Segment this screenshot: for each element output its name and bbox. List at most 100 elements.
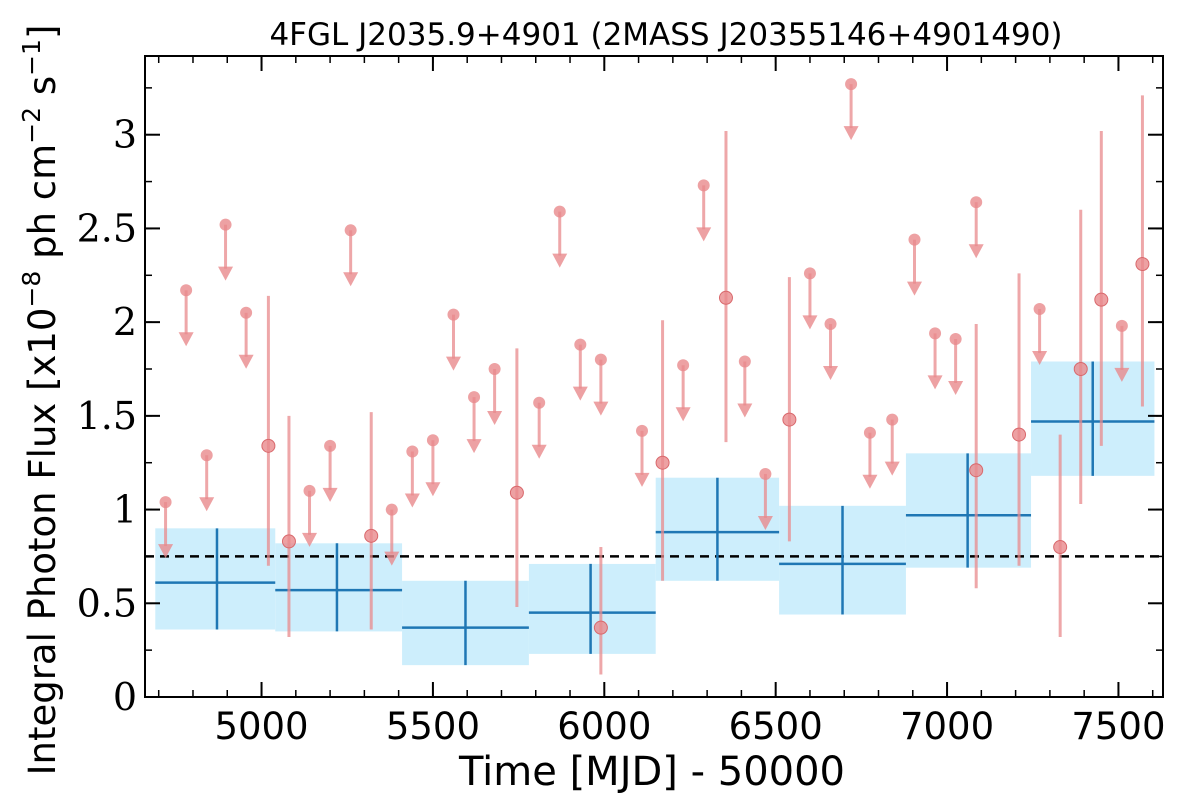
upper-limit-arrow [178, 332, 194, 347]
y-axis-label-unit2: s [21, 76, 64, 107]
detection-point [1073, 209, 1088, 504]
long-bin-point [779, 505, 906, 615]
upper-limit-marker [594, 353, 607, 366]
upper-limit-marker [200, 449, 213, 462]
upper-limit-arrow [572, 386, 588, 401]
upper-limit-arrow [199, 497, 215, 512]
y-axis-label: Integral Photon Flux [x10−8 ph cm−2 s−1] [17, 25, 64, 776]
upper-limit-point [968, 196, 984, 259]
upper-limit-marker [324, 439, 337, 452]
upper-limit-point [404, 445, 420, 508]
upper-limit-arrow [906, 281, 922, 296]
upper-limit-point [445, 308, 461, 371]
upper-limit-arrow [1032, 351, 1048, 366]
upper-limit-marker [344, 224, 357, 237]
upper-limit-point [675, 359, 691, 422]
x-tick-label: 6500 [729, 705, 823, 748]
upper-limit-point [178, 284, 194, 347]
y-axis: 0 0.5 1 1.5 2 2.5 3 [77, 87, 1163, 719]
upper-limit-arrow [862, 474, 878, 489]
upper-limit-arrow [487, 411, 503, 426]
upper-limit-marker [803, 267, 816, 280]
detection-marker [782, 412, 797, 427]
upper-limit-marker [863, 426, 876, 439]
y-axis-label-main: Integral Photon Flux [x10 [21, 308, 64, 776]
detection-marker [718, 290, 733, 305]
upper-limit-arrow [238, 354, 254, 369]
x-axis: 5000 5500 6000 6500 7000 7500 [157, 56, 1166, 748]
chart-title: 4FGL J2035.9+4901 (2MASS J20355146+49014… [269, 17, 1062, 53]
detection-marker [1053, 540, 1068, 555]
y-tick-label: 0.5 [77, 581, 137, 625]
long-bin-band [275, 543, 403, 632]
detection-point [655, 320, 670, 581]
detection-marker [364, 528, 379, 543]
upper-limit-arrow [843, 126, 859, 141]
upper-limit-arrow [343, 272, 359, 287]
detection-point [1012, 273, 1027, 566]
upper-limit-arrow [552, 253, 568, 268]
x-tick-label: 7000 [900, 705, 994, 748]
long-bin-point [275, 543, 403, 632]
upper-limit-marker [1115, 319, 1128, 332]
upper-limit-marker [677, 359, 690, 372]
long-bin-point [402, 580, 529, 666]
upper-limit-arrow [1114, 367, 1130, 382]
y-axis-label-close: ] [21, 25, 64, 39]
upper-limit-marker [759, 467, 772, 480]
upper-limit-marker [949, 333, 962, 346]
upper-limit-point [948, 333, 964, 396]
upper-limit-marker [240, 306, 253, 319]
detection-marker [1073, 362, 1088, 377]
long-bin-point [155, 528, 276, 630]
upper-limit-point [862, 426, 878, 489]
y-tick-label: 1.5 [77, 394, 137, 438]
upper-limit-point [302, 484, 318, 547]
upper-limit-point [737, 355, 753, 418]
detection-point [281, 415, 296, 638]
upper-limit-point [927, 327, 943, 390]
long-bin-point [905, 453, 1032, 568]
upper-limit-arrow [466, 439, 482, 454]
x-tick-label: 5500 [386, 705, 480, 748]
upper-limit-point [802, 267, 818, 330]
upper-limit-arrow [968, 244, 984, 259]
upper-limit-arrow [322, 487, 338, 502]
upper-limit-arrow [218, 266, 234, 281]
upper-limit-point [218, 218, 234, 281]
upper-limit-point [593, 353, 609, 416]
detection-marker [261, 438, 276, 453]
upper-limit-arrow [302, 532, 318, 547]
upper-limit-marker [447, 308, 460, 321]
upper-limit-marker [406, 445, 419, 458]
y-axis-label-exp: −8 [17, 271, 46, 308]
upper-limit-arrow [531, 444, 547, 459]
y-tick-label: 0 [113, 675, 137, 719]
upper-limit-point [757, 467, 773, 530]
upper-limit-marker [1033, 303, 1046, 316]
y-axis-label-exp2: −2 [17, 107, 46, 144]
upper-limit-arrow [425, 482, 441, 497]
upper-limit-marker [468, 391, 481, 404]
upper-limit-marker [574, 338, 587, 351]
upper-limit-marker [929, 327, 942, 340]
upper-limit-point [823, 318, 839, 381]
upper-limit-marker [159, 496, 172, 509]
detection-point [1094, 130, 1109, 446]
upper-limit-marker [824, 318, 837, 331]
upper-limit-arrow [404, 493, 420, 508]
upper-limit-arrow [675, 407, 691, 422]
upper-limit-point [884, 413, 900, 476]
upper-limit-arrow [757, 515, 773, 530]
upper-limit-marker [533, 396, 546, 409]
upper-limit-marker [697, 179, 710, 192]
detection-point [1053, 434, 1068, 638]
upper-limit-point [425, 434, 441, 497]
upper-limit-marker [636, 424, 649, 437]
upper-limit-point [531, 396, 547, 459]
y-tick-label: 1 [113, 488, 137, 532]
long-bin-point [528, 563, 656, 654]
upper-limit-arrow [593, 401, 609, 416]
x-axis-label: Time [MJD] - 50000 [458, 749, 845, 795]
